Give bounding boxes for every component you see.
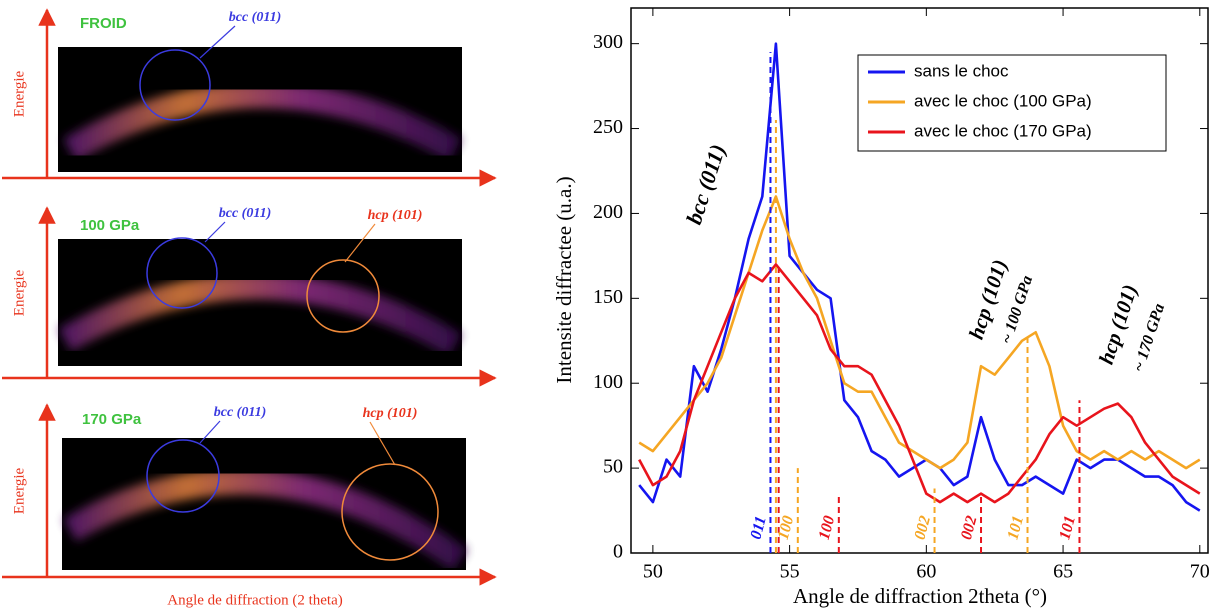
plot-frame [630,7,1209,554]
panel-title: FROID [80,15,127,32]
legend [857,54,1167,152]
y-tick-label: 300 [593,31,623,53]
signal-band [63,468,468,571]
reflection-label: 011 [747,514,769,541]
region-circle [139,49,211,121]
annotation: ~ 170 GPa [1130,302,1168,374]
signal-band [63,82,462,162]
panel-note: hcp (101) [368,208,423,223]
image-panels: Energie FROID bcc (011) Energie 100 GPa bcc (… [2,8,497,586]
leader [199,25,236,59]
y-tick-label: 50 [603,456,623,478]
legend-label: avec le choc (170 GPa) [914,121,1092,140]
panel-y-label: Energie [11,70,27,117]
series-line [638,195,1201,470]
diffraction-image [58,47,462,172]
plot: 50 55 60 65 70 0 50 100 150 200 250 300 011 100 100 002… [593,8,1210,583]
legend-label: avec le choc (100 GPa) [914,91,1092,110]
x-tick-label: 55 [780,561,800,583]
y-axis-label: Intensite diffractee (u.a.) [552,176,576,383]
y-tick-label: 250 [593,116,623,138]
y-tick-label: 100 [593,371,623,393]
panel-title: 100 GPa [80,217,140,234]
region-circle [146,439,220,513]
y-tick-label: 0 [613,541,623,563]
panel-y-label: Energie [11,269,27,316]
panel-note: bcc (011) [219,206,271,221]
signal-band [58,273,462,357]
reflection-label: 100 [775,514,798,542]
x-tick-label: 50 [643,561,663,583]
panel-note: hcp (101) [363,406,418,421]
y-tick-label: 150 [593,286,623,308]
region-circle [146,237,218,309]
leader [204,221,226,243]
x-tick-label: 65 [1053,561,1073,583]
panels-x-label: Angle de diffraction (2 theta) [167,592,343,608]
reflection-label: 002 [958,514,981,542]
region-circle [306,259,380,333]
panel-note: bcc (011) [229,10,281,25]
leader [344,223,376,263]
legend-label: sans le choc [914,61,1009,80]
x-axis-label: Angle de diffraction 2theta (°) [793,584,1047,608]
x-tick-label: 70 [1190,561,1210,583]
reflection-label: 101 [1056,514,1079,542]
leader [199,420,221,444]
panel-y-label: Energie [11,467,27,514]
panel-title: 170 GPa [82,411,142,428]
panel-note: bcc (011) [214,405,266,420]
leader [369,421,396,466]
reflection-label: 002 [911,514,934,542]
reflection-label: 101 [1004,514,1027,542]
y-tick-label: 200 [593,201,623,223]
annotation: bcc (011) [681,141,730,227]
series-line [638,263,1201,504]
region-circle [341,463,439,561]
reflection-label: 100 [816,514,839,542]
x-tick-label: 60 [916,561,936,583]
